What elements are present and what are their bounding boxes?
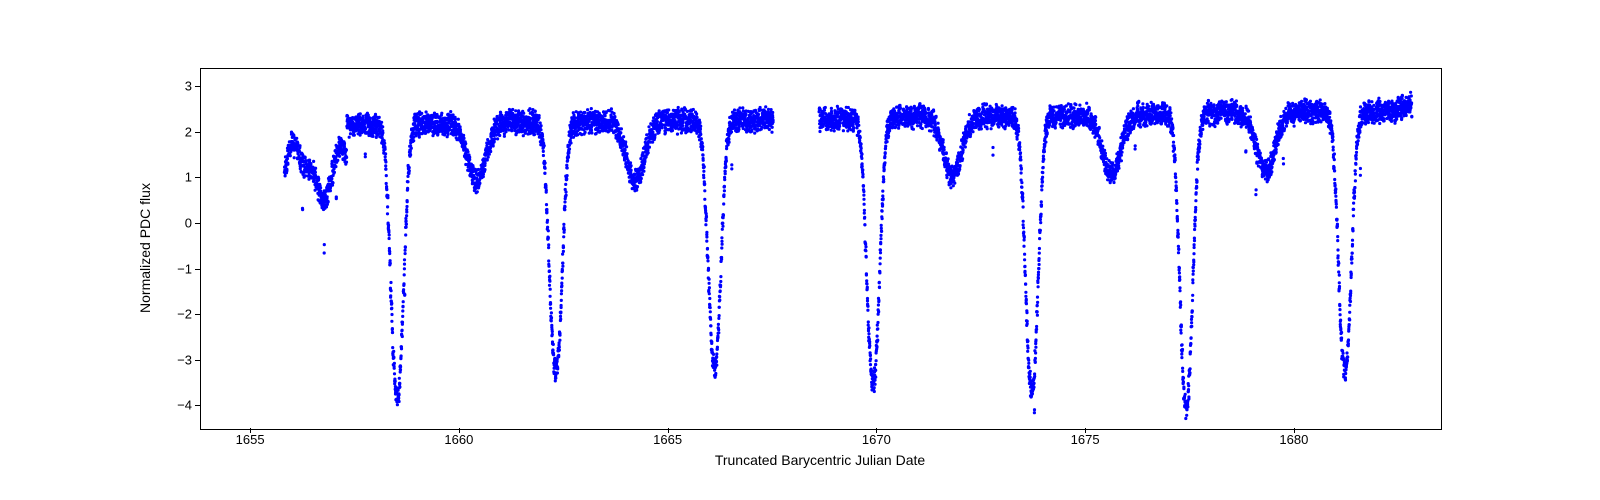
ytick-label: −3 — [177, 352, 192, 367]
ytick-label: −1 — [177, 261, 192, 276]
scatter-points — [201, 69, 1441, 429]
xtick-label: 1660 — [444, 432, 473, 447]
ytick-label: −2 — [177, 307, 192, 322]
xtick-label: 1665 — [653, 432, 682, 447]
xtick-label: 1680 — [1279, 432, 1308, 447]
xtick-label: 1655 — [236, 432, 265, 447]
light-curve-plot — [200, 68, 1442, 430]
xtick-label: 1670 — [862, 432, 891, 447]
y-axis-label: Normalized PDC flux — [137, 183, 153, 313]
ytick-label: −4 — [177, 398, 192, 413]
ytick-label: 2 — [185, 124, 192, 139]
x-axis-label: Truncated Barycentric Julian Date — [715, 452, 925, 468]
xtick-label: 1675 — [1071, 432, 1100, 447]
ytick-label: 0 — [185, 215, 192, 230]
ytick-label: 1 — [185, 170, 192, 185]
ytick-label: 3 — [185, 79, 192, 94]
